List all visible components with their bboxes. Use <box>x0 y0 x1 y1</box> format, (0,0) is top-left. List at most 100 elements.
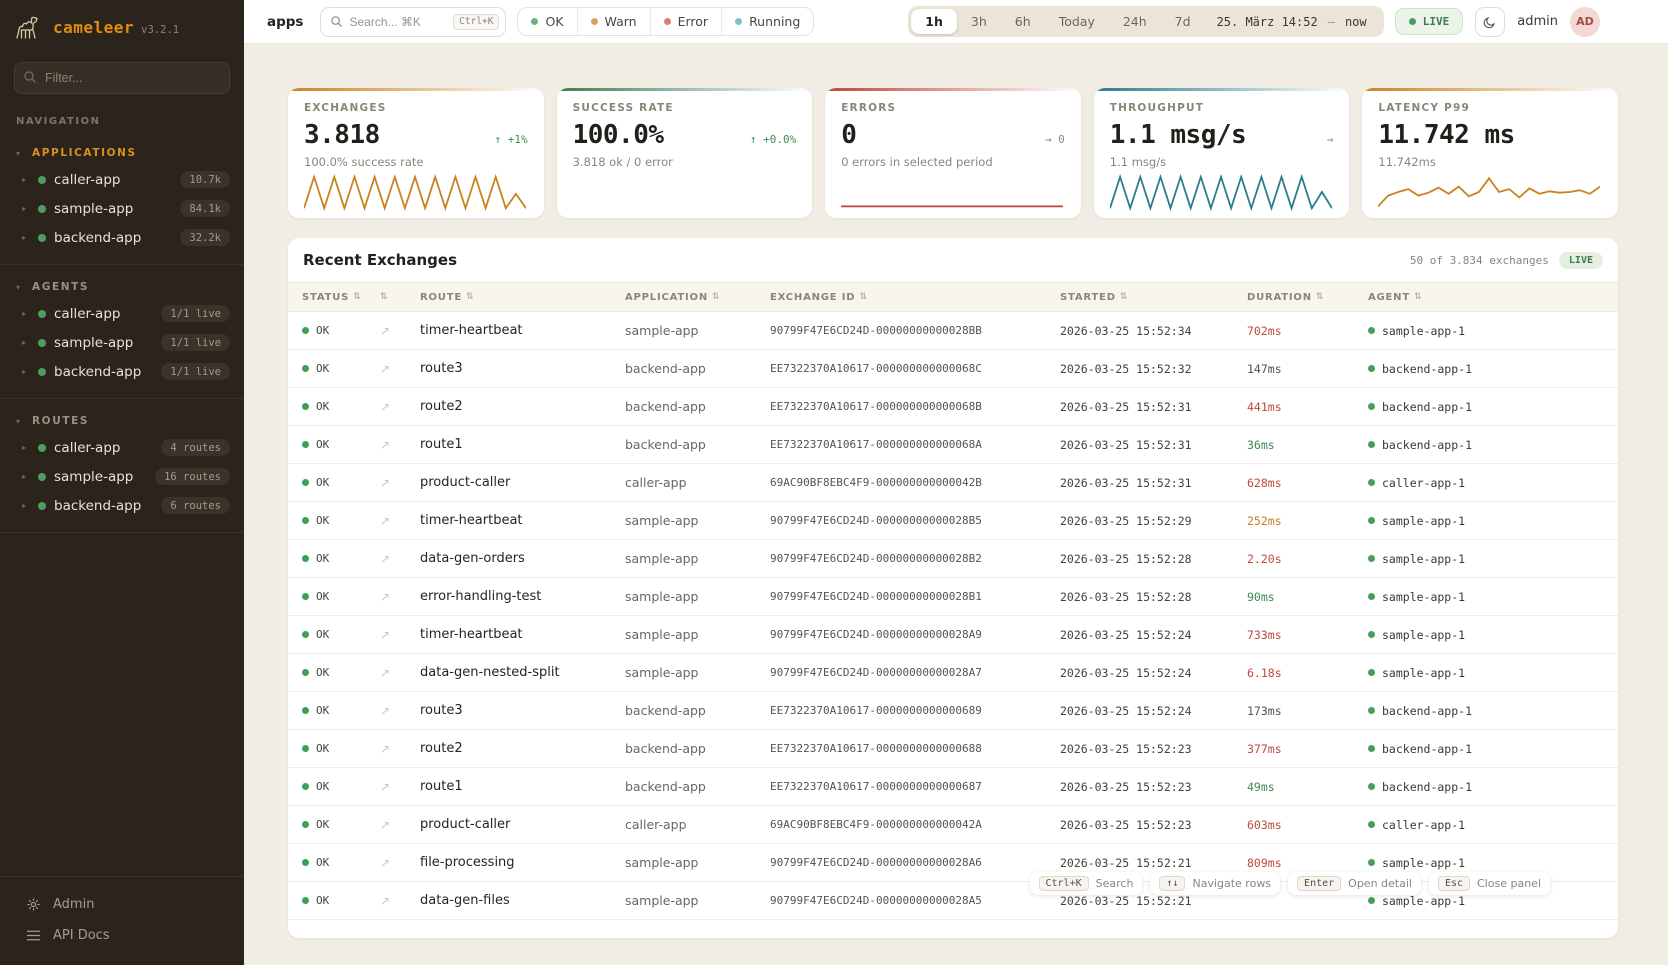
card-sparkline <box>1377 172 1601 212</box>
open-detail-icon[interactable]: ↗ <box>380 513 391 528</box>
section-header-agents[interactable]: ▾ AGENTS <box>0 275 244 299</box>
item-name: backend-app <box>54 497 142 514</box>
table-row[interactable]: OK ↗ product-caller caller-app 69AC90BF8EBC4… <box>288 806 1618 844</box>
sidebar-item-api-docs[interactable]: API Docs <box>0 920 244 951</box>
column-header-application[interactable]: APPLICATION ⇅ <box>625 292 770 303</box>
time-range-today[interactable]: Today <box>1058 14 1095 29</box>
section-header-applications[interactable]: ▾ APPLICATIONS <box>0 141 244 165</box>
sidebar-item-backend-app[interactable]: ▸ backend-app 1/1 live <box>0 357 244 386</box>
open-detail-icon[interactable]: ↗ <box>380 475 391 490</box>
status-filter-ok[interactable]: OK <box>518 8 576 35</box>
open-detail-icon[interactable]: ↗ <box>380 703 391 718</box>
sidebar-item-sample-app[interactable]: ▸ sample-app 1/1 live <box>0 328 244 357</box>
avatar[interactable]: AD <box>1570 6 1600 37</box>
table-row[interactable]: OK ↗ route3 backend-app EE7322370A10617-0000… <box>288 692 1618 730</box>
sidebar-item-backend-app[interactable]: ▸ backend-app 32.2k <box>0 223 244 252</box>
application-cell: sample-app <box>625 665 699 680</box>
open-detail-icon[interactable]: ↗ <box>380 741 391 756</box>
started-cell: 2026-03-25 15:52:29 <box>1060 513 1192 528</box>
sidebar-item-admin[interactable]: Admin <box>0 889 244 920</box>
column-header-agent[interactable]: AGENT ⇅ <box>1368 292 1604 303</box>
chevron-right-icon[interactable]: ▸ <box>22 501 27 510</box>
status-filter-warn[interactable]: Warn <box>576 8 650 35</box>
chevron-right-icon[interactable]: ▸ <box>22 472 27 481</box>
time-range-1h[interactable]: 1h <box>911 9 957 34</box>
column-header-expand[interactable]: ⇅ <box>380 292 420 302</box>
column-header-route[interactable]: ROUTE ⇅ <box>420 292 625 303</box>
table-row[interactable]: OK ↗ route3 backend-app EE7322370A10617-0000… <box>288 350 1618 388</box>
card-delta: ↑ +1% <box>494 133 528 146</box>
table-row[interactable]: OK ↗ product-caller caller-app 69AC90BF8EBC4… <box>288 464 1618 502</box>
ok-status-dot <box>302 897 309 904</box>
table-row[interactable]: OK ↗ route2 backend-app EE7322370A10617-0000… <box>288 388 1618 426</box>
column-header-duration[interactable]: DURATION ⇅ <box>1247 292 1368 303</box>
sidebar-item-caller-app[interactable]: ▸ caller-app 10.7k <box>0 165 244 194</box>
status-label: OK <box>316 818 330 831</box>
open-detail-icon[interactable]: ↗ <box>380 817 391 832</box>
theme-toggle-button[interactable] <box>1475 6 1506 37</box>
started-cell: 2026-03-25 15:52:24 <box>1060 627 1192 642</box>
chevron-right-icon[interactable]: ▸ <box>22 233 27 242</box>
open-detail-icon[interactable]: ↗ <box>380 323 391 338</box>
application-cell: backend-app <box>625 703 706 718</box>
started-cell: 2026-03-25 15:52:23 <box>1060 817 1192 832</box>
table-row[interactable]: OK ↗ timer-heartbeat sample-app 90799F47E6CD… <box>288 616 1618 654</box>
chevron-right-icon[interactable]: ▸ <box>22 443 27 452</box>
chevron-right-icon[interactable]: ▸ <box>22 338 27 347</box>
time-range-6h[interactable]: 6h <box>1014 14 1031 29</box>
sidebar-item-backend-app[interactable]: ▸ backend-app 6 routes <box>0 491 244 520</box>
table-row[interactable]: OK ↗ data-gen-nested-split sample-app 90799F… <box>288 654 1618 692</box>
table-row[interactable]: OK ↗ route1 backend-app EE7322370A10617-0000… <box>288 426 1618 464</box>
open-detail-icon[interactable]: ↗ <box>380 551 391 566</box>
time-range-3h[interactable]: 3h <box>970 14 987 29</box>
open-detail-icon[interactable]: ↗ <box>380 627 391 642</box>
search-input[interactable] <box>349 14 448 29</box>
open-detail-icon[interactable]: ↗ <box>380 855 391 870</box>
section-header-routes[interactable]: ▾ ROUTES <box>0 409 244 433</box>
sidebar-item-sample-app[interactable]: ▸ sample-app 84.1k <box>0 194 244 223</box>
sidebar-item-caller-app[interactable]: ▸ caller-app 1/1 live <box>0 299 244 328</box>
application-cell: sample-app <box>625 627 699 642</box>
date-range[interactable]: 25. März 14:52 — now <box>1205 15 1381 29</box>
table-row[interactable]: OK ↗ file-processing sample-app 90799F47E6CD… <box>288 844 1618 882</box>
route-cell: error-handling-test <box>420 589 542 604</box>
chevron-right-icon[interactable]: ▸ <box>22 175 27 184</box>
chevron-right-icon[interactable]: ▸ <box>22 204 27 213</box>
open-detail-icon[interactable]: ↗ <box>380 893 391 908</box>
moon-icon <box>1484 16 1496 28</box>
chevron-right-icon[interactable]: ▸ <box>22 367 27 376</box>
status-filter-error[interactable]: Error <box>649 8 721 35</box>
agent-status-dot <box>1368 441 1375 448</box>
time-range-7d[interactable]: 7d <box>1174 14 1191 29</box>
table-row[interactable]: OK ↗ route2 backend-app EE7322370A10617-0000… <box>288 730 1618 768</box>
open-detail-icon[interactable]: ↗ <box>380 361 391 376</box>
sidebar-item-sample-app[interactable]: ▸ sample-app 16 routes <box>0 462 244 491</box>
status-cell: OK <box>302 666 380 679</box>
filter-input[interactable] <box>14 62 230 94</box>
agent-label: backend-app-1 <box>1382 399 1473 414</box>
open-detail-icon[interactable]: ↗ <box>380 665 391 680</box>
live-toggle-button[interactable]: LIVE <box>1394 8 1464 35</box>
table-row[interactable]: OK ↗ timer-heartbeat sample-app 90799F47E6CD… <box>288 502 1618 540</box>
duration-cell: 252ms <box>1247 513 1282 528</box>
card-delta: → 0 <box>1044 133 1065 146</box>
table-row[interactable]: OK ↗ timer-heartbeat sample-app 90799F47E6CD… <box>288 312 1618 350</box>
table-row[interactable]: OK ↗ error-handling-test sample-app 90799F47… <box>288 578 1618 616</box>
sidebar-item-caller-app[interactable]: ▸ caller-app 4 routes <box>0 433 244 462</box>
column-header-exchange-id[interactable]: EXCHANGE ID ⇅ <box>770 292 1060 303</box>
open-detail-icon[interactable]: ↗ <box>380 399 391 414</box>
status-filter-running[interactable]: Running <box>721 8 813 35</box>
open-detail-icon[interactable]: ↗ <box>380 437 391 452</box>
agent-status-dot <box>1368 707 1375 714</box>
column-header-status[interactable]: STATUS ⇅ <box>302 292 380 303</box>
table-row[interactable]: OK ↗ data-gen-files sample-app 90799F47E6CD2… <box>288 882 1618 920</box>
chevron-right-icon[interactable]: ▸ <box>22 309 27 318</box>
filter-label: OK <box>545 14 564 29</box>
open-detail-icon[interactable]: ↗ <box>380 589 391 604</box>
column-header-started[interactable]: STARTED ⇅ <box>1060 292 1247 303</box>
time-range-24h[interactable]: 24h <box>1122 14 1147 29</box>
open-detail-icon[interactable]: ↗ <box>380 779 391 794</box>
ok-status-dot <box>302 669 309 676</box>
table-row[interactable]: OK ↗ route1 backend-app EE7322370A10617-0000… <box>288 768 1618 806</box>
table-row[interactable]: OK ↗ data-gen-orders sample-app 90799F47E6CD… <box>288 540 1618 578</box>
